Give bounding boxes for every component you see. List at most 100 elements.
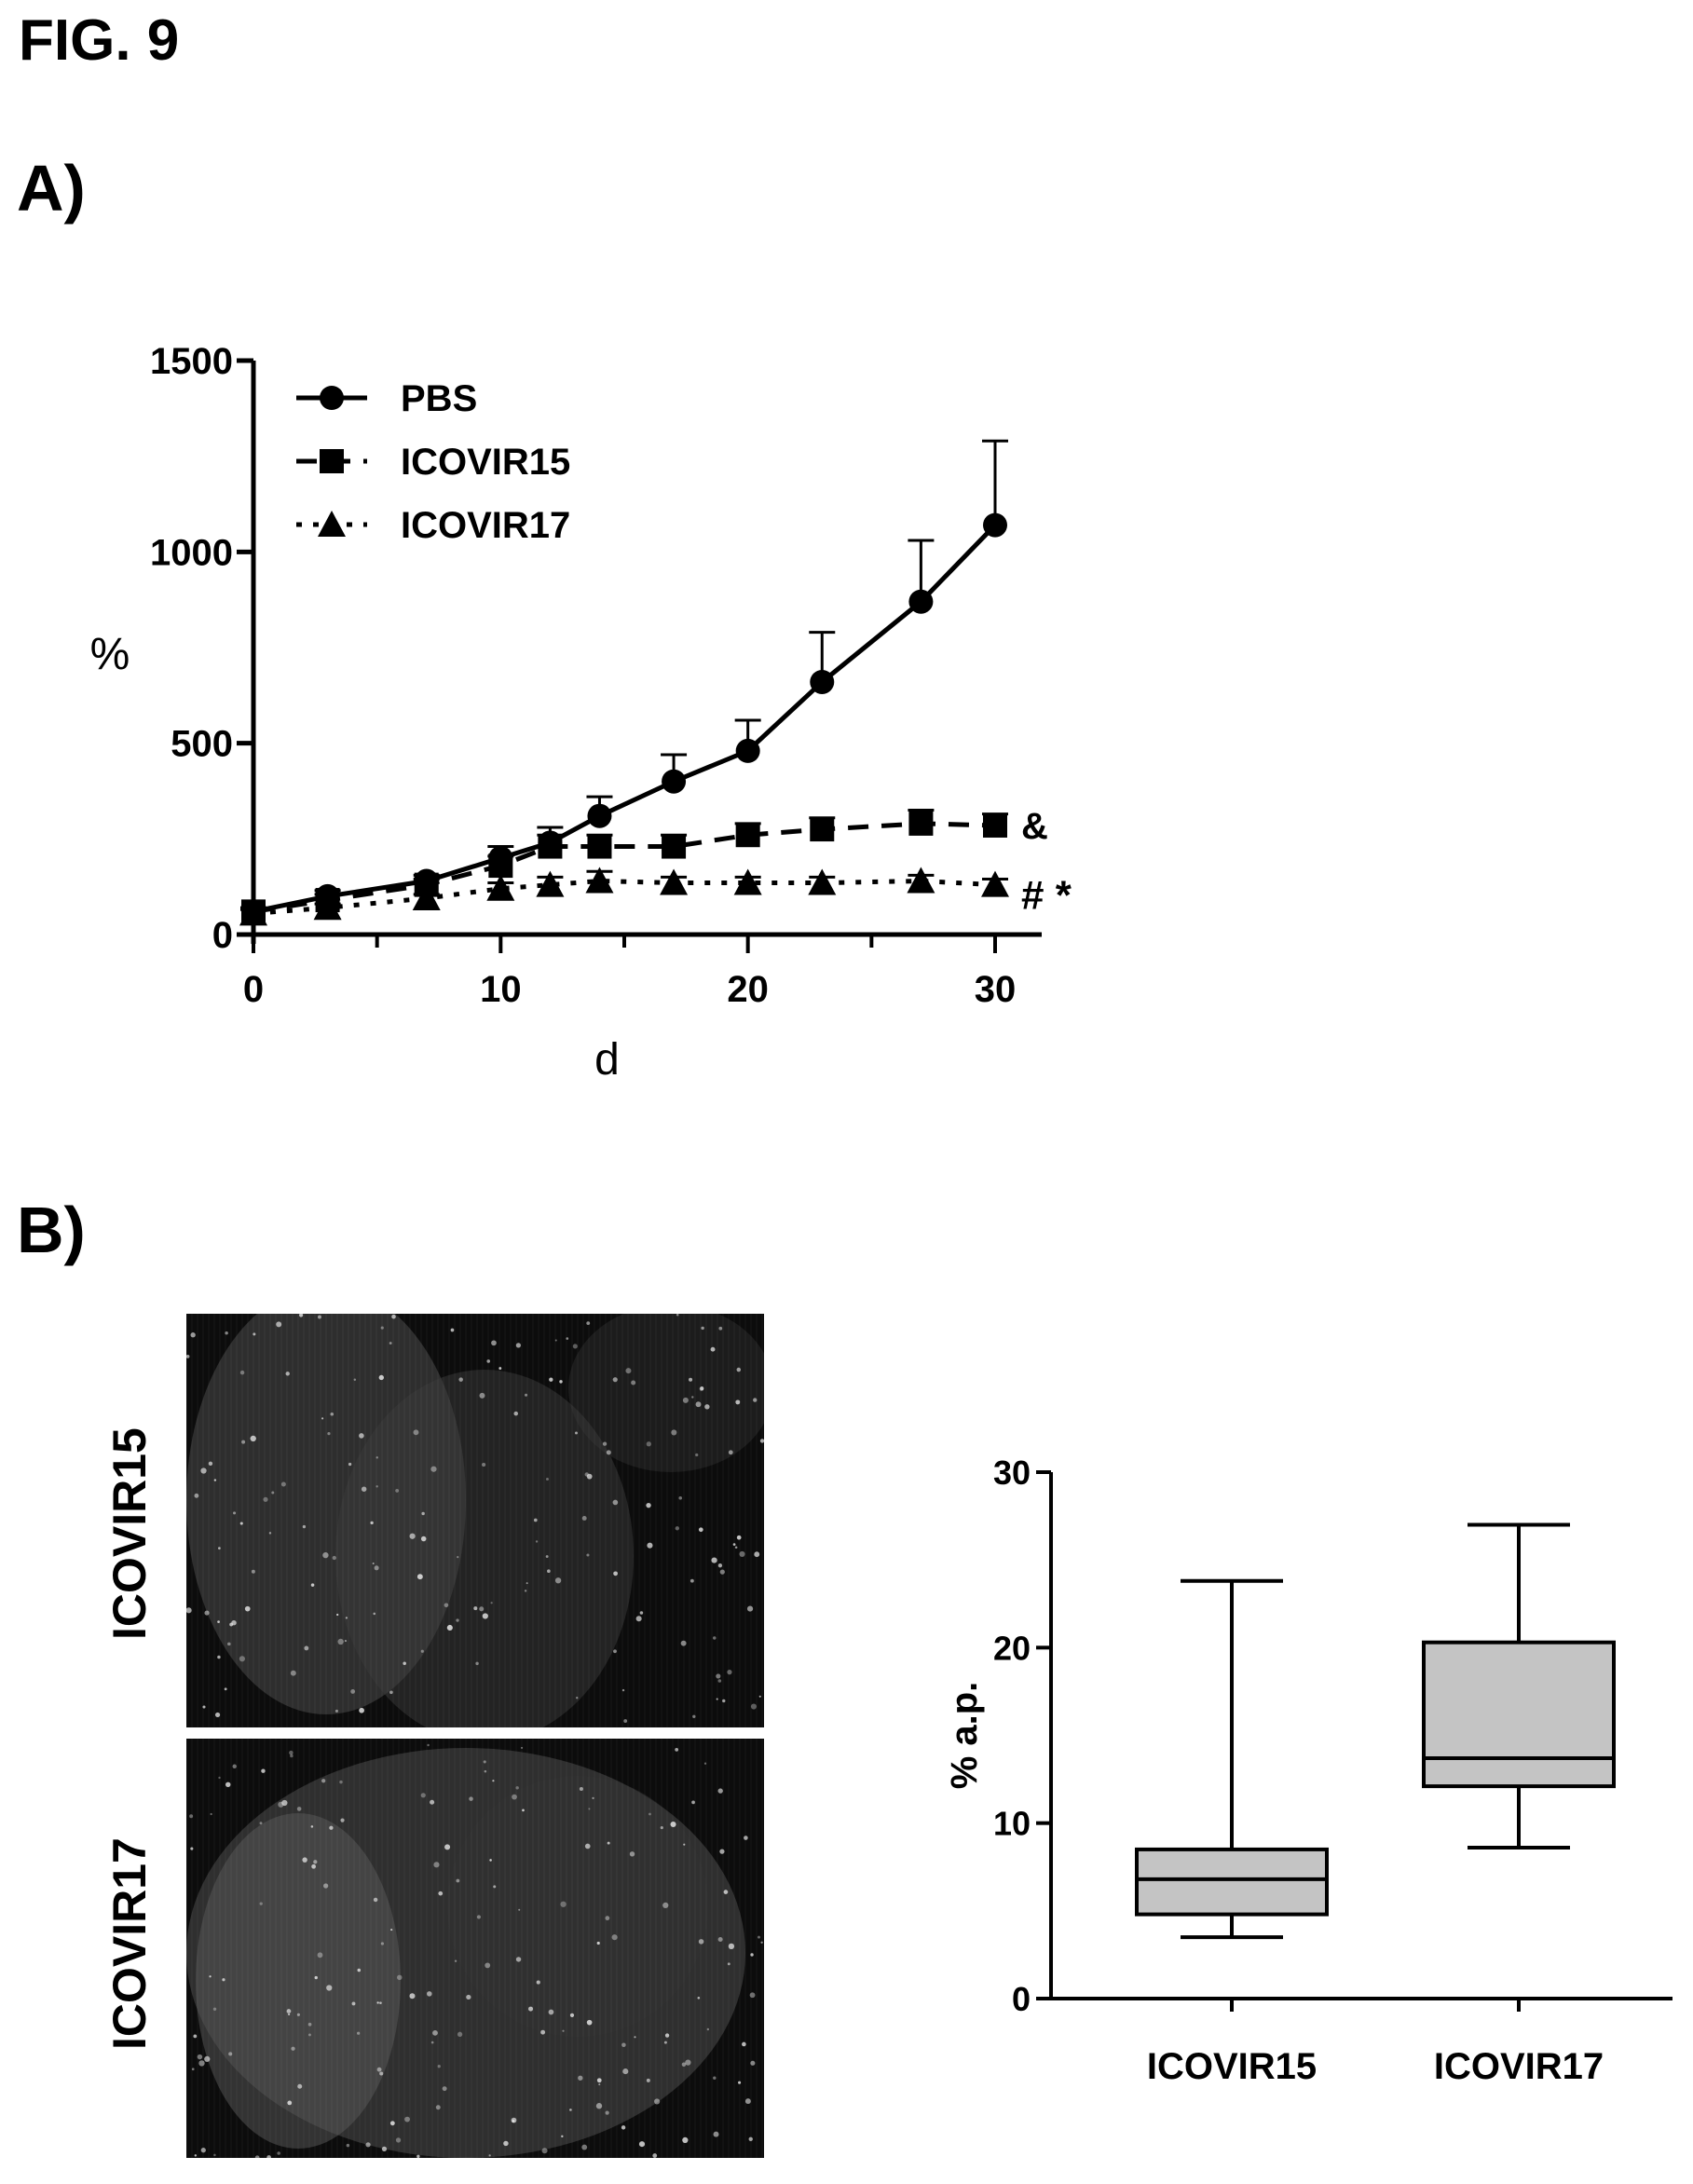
- fluorescent-spot: [210, 1812, 212, 1816]
- fluorescent-spot: [389, 1342, 392, 1345]
- fluorescent-spot: [646, 1441, 651, 1447]
- fluorescent-spot: [670, 1821, 676, 1828]
- fluorescent-spot: [374, 1565, 379, 1571]
- fluorescent-spot: [239, 1522, 243, 1525]
- fluorescent-spot: [442, 2086, 447, 2092]
- fluorescent-spot: [719, 1569, 725, 1575]
- fluorescent-spot: [233, 1511, 237, 1515]
- fluorescent-spot: [491, 1340, 497, 1346]
- fluorescent-spot: [683, 1843, 686, 1846]
- fluorescent-spot: [280, 1481, 286, 1487]
- data-point: [488, 853, 513, 879]
- fluorescent-spot: [700, 1386, 704, 1391]
- fluorescent-spot: [186, 1355, 190, 1358]
- fluorescent-spot: [515, 1957, 522, 1962]
- fluorescent-spot: [194, 2154, 198, 2157]
- fluorescent-spot: [691, 1800, 695, 1805]
- fluorescent-spot: [621, 2042, 626, 2048]
- fluorescent-spot: [454, 1959, 457, 1962]
- data-point: [908, 589, 934, 614]
- fluorescent-spot: [716, 1698, 718, 1700]
- fluorescent-spot: [204, 2055, 211, 2063]
- fluorescent-spot: [194, 1493, 199, 1498]
- fluorescent-spot: [586, 2019, 593, 2026]
- fluorescent-spot: [716, 1673, 721, 1679]
- fluorescent-spot: [559, 1380, 563, 1384]
- fluorescent-spot: [621, 1688, 625, 1692]
- fluorescent-spot: [758, 1935, 760, 1939]
- fluorescent-spot: [224, 1687, 227, 1691]
- fluorescent-spot: [261, 1768, 266, 1773]
- fluorescent-spot: [488, 2154, 491, 2157]
- data-point: [660, 868, 689, 895]
- fluorescent-spot: [302, 1857, 307, 1863]
- fluorescent-spot: [208, 1461, 213, 1467]
- fluorescent-spot: [433, 1862, 440, 1868]
- fluorescent-spot: [373, 1897, 378, 1903]
- fluorescent-spot: [296, 1807, 302, 1811]
- fluorescent-spot: [204, 1610, 210, 1616]
- fluorescent-spot: [297, 2083, 303, 2089]
- fluorescent-spot: [704, 1404, 710, 1410]
- data-point: [733, 868, 762, 895]
- fluorescent-spot: [339, 1780, 343, 1784]
- fluorescent-spot: [313, 1860, 318, 1864]
- fluorescent-spot: [586, 1473, 593, 1480]
- fluorescent-spot: [287, 2013, 291, 2016]
- fluorescent-spot: [718, 1326, 723, 1331]
- fluorescent-spot: [572, 1344, 578, 1349]
- fluorescent-spot: [389, 1690, 393, 1695]
- fluorescent-spot: [727, 1670, 732, 1675]
- fluorescent-spot: [596, 1941, 600, 1945]
- fluorescent-spot: [549, 1377, 553, 1382]
- fluorescent-spot: [581, 2144, 588, 2150]
- fluorescent-spot: [281, 1799, 288, 1807]
- fluorescent-spot: [259, 1902, 263, 1905]
- fluorescent-spot: [623, 1719, 628, 1723]
- fluorescent-spot: [218, 1547, 221, 1550]
- panel-a-label: A): [17, 152, 86, 225]
- fluorescent-spot: [691, 1396, 694, 1399]
- fluorescent-spot: [710, 1346, 716, 1352]
- fluorescent-spot: [457, 2031, 463, 2038]
- fluorescent-spot: [373, 1612, 376, 1616]
- fluorescent-spot: [722, 1699, 726, 1703]
- fluorescent-spot: [375, 1456, 378, 1459]
- fluorescent-spot: [566, 1337, 569, 1340]
- fluorescent-spot: [750, 2060, 756, 2066]
- fluorescent-spot: [375, 1485, 378, 1488]
- fluorescent-spot: [503, 2140, 509, 2147]
- fluorescent-spot: [605, 1916, 610, 1921]
- fluorescent-spot: [713, 1636, 717, 1640]
- fluorescent-spot: [287, 2100, 293, 2106]
- fluorescent-spot: [326, 1985, 333, 1991]
- fluorescent-spot: [675, 1747, 679, 1752]
- fluorescent-spot: [535, 1540, 539, 1543]
- fluorescent-spot: [340, 1818, 345, 1822]
- fluorescent-spot: [344, 1639, 348, 1643]
- fluorescent-spot: [322, 1551, 329, 1559]
- fluorescent-spot: [546, 1478, 549, 1481]
- fluorescent-spot: [403, 1661, 406, 1666]
- fluorescent-spot: [254, 2155, 260, 2158]
- tissue-region: [568, 1314, 764, 1472]
- fluorescent-spot: [329, 1825, 334, 1830]
- fluorescent-spot: [680, 1640, 687, 1646]
- fluorescent-spot: [717, 1788, 723, 1794]
- data-point: [318, 511, 346, 537]
- fluorescent-spot: [698, 1939, 704, 1945]
- fluorescent-spot: [253, 1332, 256, 1336]
- fluorescent-spot: [299, 1314, 304, 1317]
- fluorescent-spot: [541, 2148, 548, 2154]
- annotation-significance: # *: [1021, 873, 1072, 919]
- fluorescent-spot: [217, 1655, 221, 1659]
- fluorescent-spot: [229, 1622, 234, 1627]
- fluorescent-spot: [212, 2007, 217, 2012]
- fluorescent-spot: [695, 1401, 702, 1408]
- fluorescent-spot: [359, 1433, 364, 1439]
- y-tick-label: 0: [1012, 1980, 1031, 2018]
- fluorescent-spot: [581, 1516, 587, 1521]
- fluorescent-spot: [190, 1847, 194, 1850]
- fluorescent-spot: [232, 1764, 237, 1768]
- data-point: [313, 894, 342, 921]
